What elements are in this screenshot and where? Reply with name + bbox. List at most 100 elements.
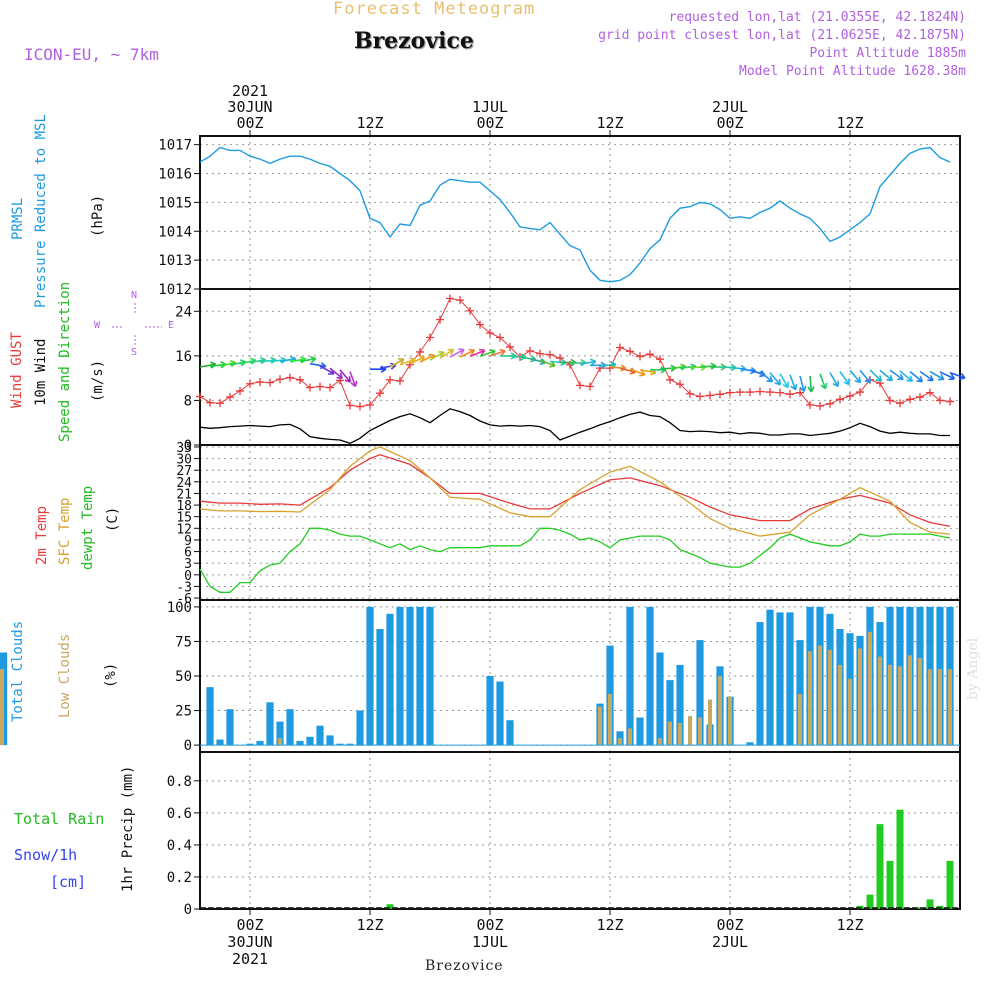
low-clouds-bar [818, 645, 822, 746]
wind-arrow [849, 369, 862, 384]
top-time-label: 30JUN [227, 98, 272, 116]
bottom-time-label: 2JUL [712, 933, 748, 951]
compass-e-label: E [168, 320, 175, 331]
y-tick-label: 8 [184, 393, 192, 409]
compass-w-label: W [94, 320, 101, 331]
wind-arrow [799, 375, 807, 392]
y-tick-label: 33 [176, 441, 192, 456]
gust-point [756, 387, 764, 396]
total-clouds-bar [786, 612, 794, 746]
gust-point [576, 381, 584, 390]
bottom-time-label: 30JUN [227, 933, 272, 951]
total-clouds-bar [756, 622, 764, 746]
snow-unit: [cm] [50, 873, 87, 891]
panel-frame [199, 135, 961, 290]
gust-point [676, 380, 684, 389]
wind-arrow [759, 370, 774, 383]
gust-point [886, 396, 894, 405]
gust-point [236, 386, 244, 395]
bottom-time-label: 00Z [236, 916, 263, 934]
y-tick-label: 18 [176, 499, 192, 514]
low-clouds-bar [938, 669, 942, 746]
gust-point [446, 294, 454, 303]
wind-arrow [199, 361, 217, 369]
y-tick-label: 0.4 [167, 838, 192, 854]
wind-arrow [829, 372, 839, 388]
wind-arrow [879, 369, 894, 382]
low-clouds-bar [678, 723, 682, 746]
gust-point [226, 393, 234, 402]
y-tick-label: 100 [167, 600, 192, 616]
low-clouds-bar [838, 664, 842, 745]
total-clouds-bar [306, 736, 314, 746]
total-clouds-bar [286, 709, 294, 746]
sfc-temp-series-line [199, 446, 951, 537]
total-clouds-bar [376, 629, 384, 746]
total-clouds-bar [696, 640, 704, 746]
low-clouds-bar [898, 666, 902, 746]
gust-point [826, 399, 834, 408]
compass-s-label: S [131, 347, 138, 358]
y-tick-label: 16 [175, 349, 192, 365]
total-clouds-bar [626, 606, 634, 746]
gust-point [586, 382, 594, 391]
bottom-time-label: 00Z [476, 916, 503, 934]
low-clouds-bar [608, 694, 612, 746]
wind-arrow [929, 370, 945, 381]
top-time-label: 1JUL [472, 98, 508, 116]
total-clouds-bar [426, 606, 434, 746]
top-time-label: 12Z [356, 114, 383, 132]
pressure-series-line [199, 146, 951, 283]
total-clouds-bar [326, 735, 334, 746]
total-clouds-bar [496, 681, 504, 746]
total-clouds-bar [256, 740, 264, 745]
point-altitude: Point Altitude 1885m [809, 46, 966, 61]
low-clouds-bar [698, 717, 702, 746]
low-clouds-bar [628, 728, 632, 746]
total-clouds-bar [616, 731, 624, 746]
wind-arrow [769, 372, 782, 386]
y-tick-label: 3 [184, 557, 192, 572]
top-time-label: 00Z [716, 114, 743, 132]
total-clouds-bar [356, 710, 364, 745]
rain-bar [886, 860, 894, 909]
gust-point [196, 392, 204, 401]
wind-arrow [807, 375, 815, 393]
gust-point [786, 390, 794, 399]
total-clouds-bar [636, 717, 644, 746]
y-tick-label: 0.8 [167, 774, 192, 790]
gust-point [696, 392, 704, 401]
y-tick-label: 1013 [158, 253, 192, 269]
wind-arrow [909, 370, 924, 383]
compass-cross [112, 303, 162, 346]
y-tick-label: -6 [176, 592, 192, 607]
low-clouds-bar [728, 696, 732, 746]
gust-point [726, 388, 734, 397]
y-tick-label: 0 [184, 569, 192, 584]
forecast-title: Forecast Meteogram [333, 0, 536, 19]
gust-point [946, 397, 954, 406]
low-clouds-bar [868, 631, 872, 746]
total-clouds-bar [216, 739, 224, 746]
total-clouds-bar [776, 612, 784, 746]
bottom-time-label: 1JUL [472, 933, 508, 951]
gust-point [616, 343, 624, 352]
gust-point [436, 315, 444, 324]
gust-point [416, 347, 424, 356]
requested-coords: requested lon,lat (21.0355E, 42.1824N) [668, 10, 966, 25]
wind-arrow [919, 370, 934, 382]
wind-arrow [789, 374, 798, 391]
y-tick-label: 25 [175, 704, 192, 720]
gust-point [476, 320, 484, 329]
total-clouds-bar [796, 640, 804, 746]
low-clouds-bar [908, 655, 912, 746]
rain-bar [946, 860, 954, 909]
wind-arrow [489, 348, 506, 357]
gust-point [456, 296, 464, 305]
total-clouds-bar [266, 702, 274, 746]
station-title: Brezovice [354, 28, 474, 54]
total-clouds-bar [666, 680, 674, 745]
low-clouds-bar [598, 706, 602, 746]
low-clouds-bar [668, 721, 672, 746]
y-tick-label: 0 [184, 902, 192, 918]
